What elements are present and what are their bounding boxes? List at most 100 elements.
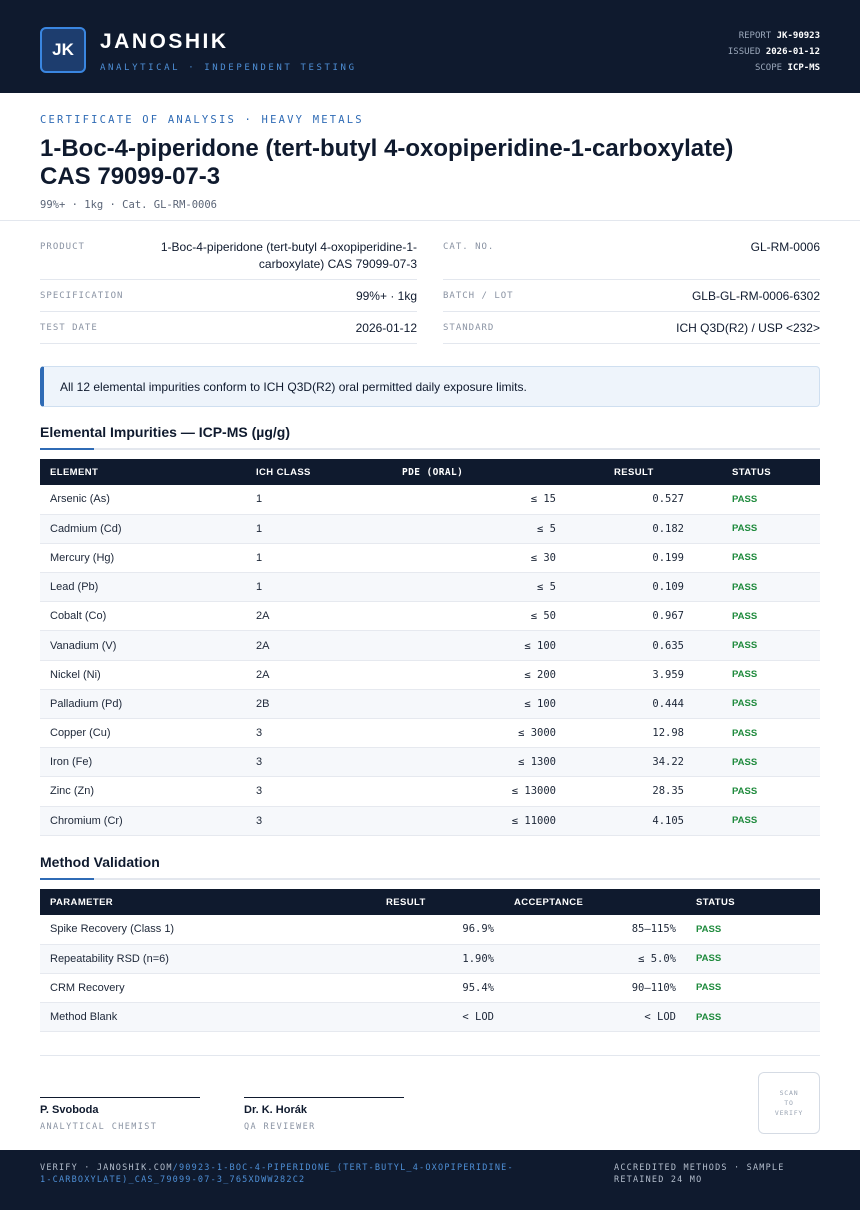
- status-cell: PASS: [686, 915, 820, 945]
- result-cell: 0.444: [566, 689, 694, 720]
- signatory-role: QA REVIEWER: [244, 1122, 316, 1132]
- ich-class-cell: 2A: [246, 601, 366, 632]
- section-rule: [40, 878, 820, 880]
- acceptance-cell: ≤ 5.0%: [504, 944, 686, 974]
- report-footer: VERIFY · JANOSHIK.COM/90923-1-BOC-4-PIPE…: [0, 1150, 860, 1210]
- ich-class-cell: 3: [246, 747, 366, 778]
- status-cell: PASS: [694, 747, 820, 778]
- pde-cell: ≤ 1300: [366, 747, 566, 778]
- standard-label: STANDARD: [443, 323, 495, 333]
- brand-name: JANOSHIK: [100, 30, 229, 53]
- result-cell: 34.22: [566, 747, 694, 778]
- catalog-value: GL-RM-0006: [750, 240, 820, 254]
- issued-label: ISSUED: [727, 47, 761, 57]
- element-cell: Lead (Pb): [40, 572, 246, 603]
- result-cell: 3.959: [566, 660, 694, 690]
- result-cell: 12.98: [566, 718, 694, 749]
- table-row: Palladium (Pd) 2B ≤ 100 0.444 PASS: [40, 689, 820, 720]
- pde-cell: ≤ 50: [366, 601, 566, 632]
- title-line-1: 1-Boc-4-piperidone (tert-butyl 4-oxopipe…: [40, 135, 734, 162]
- result-cell: 0.109: [566, 572, 694, 603]
- table-row: Copper (Cu) 3 ≤ 3000 12.98 PASS: [40, 718, 820, 749]
- table-header-row: PARAMETER RESULT ACCEPTANCE STATUS: [40, 889, 820, 915]
- result-cell: 4.105: [566, 806, 694, 836]
- table-row: Chromium (Cr) 3 ≤ 11000 4.105 PASS: [40, 806, 820, 836]
- table-row: Arsenic (As) 1 ≤ 15 0.527 PASS: [40, 485, 820, 515]
- verify-url[interactable]: /90923-1-BOC-4-PIPERIDONE_(TERT-BUTYL_4-…: [40, 1163, 514, 1185]
- divider: [40, 311, 417, 312]
- table-row: Repeatability RSD (n=6) 1.90% ≤ 5.0% PASS: [40, 944, 820, 974]
- scope-value: ICP-MS: [787, 63, 820, 73]
- test-date-label: TEST DATE: [40, 323, 98, 333]
- status-cell: PASS: [694, 806, 820, 836]
- validation-table: PARAMETER RESULT ACCEPTANCE STATUS Spike…: [40, 889, 820, 1033]
- column-header: ICH CLASS: [256, 466, 311, 478]
- ich-class-cell: 3: [246, 806, 366, 836]
- ich-class-cell: 3: [246, 776, 366, 807]
- product-value-line-2: carboxylate) CAS 79099-07-3: [258, 257, 417, 271]
- product-value-line-1: 1-Boc-4-piperidone (tert-butyl 4-oxopipe…: [160, 240, 417, 254]
- pde-cell: ≤ 5: [366, 572, 566, 603]
- verify-link[interactable]: VERIFY · JANOSHIK.COM/90923-1-BOC-4-PIPE…: [40, 1162, 520, 1186]
- status-cell: PASS: [686, 944, 820, 974]
- pde-cell: ≤ 13000: [366, 776, 566, 807]
- report-meta: REPORT JK-90923 ISSUED 2026-01-12 SCOPE …: [728, 28, 820, 76]
- element-cell: Chromium (Cr): [40, 806, 246, 836]
- signature-line: [40, 1097, 200, 1098]
- section-rule: [40, 448, 820, 450]
- table-row: Cadmium (Cd) 1 ≤ 5 0.182 PASS: [40, 514, 820, 544]
- document-kicker: CERTIFICATE OF ANALYSIS · HEAVY METALS: [40, 114, 364, 126]
- status-cell: PASS: [694, 630, 820, 661]
- result-cell: 0.527: [566, 485, 694, 515]
- element-cell: Nickel (Ni): [40, 660, 246, 690]
- result-cell: 0.635: [566, 630, 694, 661]
- qr-text-line: VERIFY: [774, 1109, 804, 1117]
- column-header: STATUS: [696, 896, 735, 908]
- divider: [443, 343, 820, 344]
- result-cell: 96.9%: [340, 915, 504, 945]
- divider: [443, 279, 820, 280]
- ich-class-cell: 2B: [246, 689, 366, 720]
- validation-section-title: Method Validation: [40, 854, 160, 870]
- column-header: PDE (ORAL): [402, 466, 464, 478]
- product-value: 1-Boc-4-piperidone (tert-butyl 4-oxopipe…: [140, 239, 417, 273]
- result-cell: 0.182: [566, 514, 694, 544]
- issued-date: 2026-01-12: [765, 47, 820, 57]
- parameter-cell: Spike Recovery (Class 1): [40, 915, 340, 945]
- column-header: ACCEPTANCE: [514, 896, 584, 908]
- specification-label: SPECIFICATION: [40, 291, 124, 301]
- result-cell: 1.90%: [340, 944, 504, 974]
- verify-qr-placeholder[interactable]: SCAN TO VERIFY: [758, 1072, 820, 1134]
- ich-class-cell: 3: [246, 718, 366, 749]
- ich-class-cell: 2A: [246, 660, 366, 690]
- signature-line: [244, 1097, 404, 1098]
- column-header: RESULT: [614, 466, 654, 478]
- status-cell: PASS: [686, 973, 820, 1004]
- impurities-section-title: Elemental Impurities — ICP-MS (µg/g): [40, 424, 290, 440]
- pde-cell: ≤ 15: [366, 485, 566, 515]
- status-cell: PASS: [694, 543, 820, 574]
- batch-value: GLB-GL-RM-0006-6302: [691, 289, 820, 303]
- report-header: JK JANOSHIK ANALYTICAL · INDEPENDENT TES…: [0, 0, 860, 93]
- product-label: PRODUCT: [40, 242, 85, 252]
- signatory-name: Dr. K. Horák: [244, 1104, 307, 1116]
- impurities-table: ELEMENT ICH CLASS PDE (ORAL) RESULT STAT…: [40, 459, 820, 836]
- catalog-label: CAT. NO.: [443, 242, 495, 252]
- table-row: CRM Recovery 95.4% 90–110% PASS: [40, 973, 820, 1004]
- column-header: STATUS: [732, 466, 771, 478]
- status-cell: PASS: [694, 689, 820, 720]
- status-cell: PASS: [694, 514, 820, 544]
- footer-note: ACCREDITED METHODS · SAMPLE RETAINED 24 …: [614, 1163, 785, 1185]
- standard-value: ICH Q3D(R2) / USP <232>: [676, 321, 820, 335]
- table-row: Vanadium (V) 2A ≤ 100 0.635 PASS: [40, 630, 820, 661]
- table-row: Mercury (Hg) 1 ≤ 30 0.199 PASS: [40, 543, 820, 574]
- pde-cell: ≤ 30: [366, 543, 566, 574]
- element-cell: Mercury (Hg): [40, 543, 246, 574]
- document-subline: 99%+ · 1kg · Cat. GL-RM-0006: [40, 199, 218, 211]
- parameter-cell: CRM Recovery: [40, 973, 340, 1004]
- table-row: Iron (Fe) 3 ≤ 1300 34.22 PASS: [40, 747, 820, 778]
- report-label: REPORT: [738, 31, 772, 41]
- acceptance-cell: < LOD: [504, 1002, 686, 1033]
- divider: [40, 1055, 820, 1056]
- result-cell: < LOD: [340, 1002, 504, 1033]
